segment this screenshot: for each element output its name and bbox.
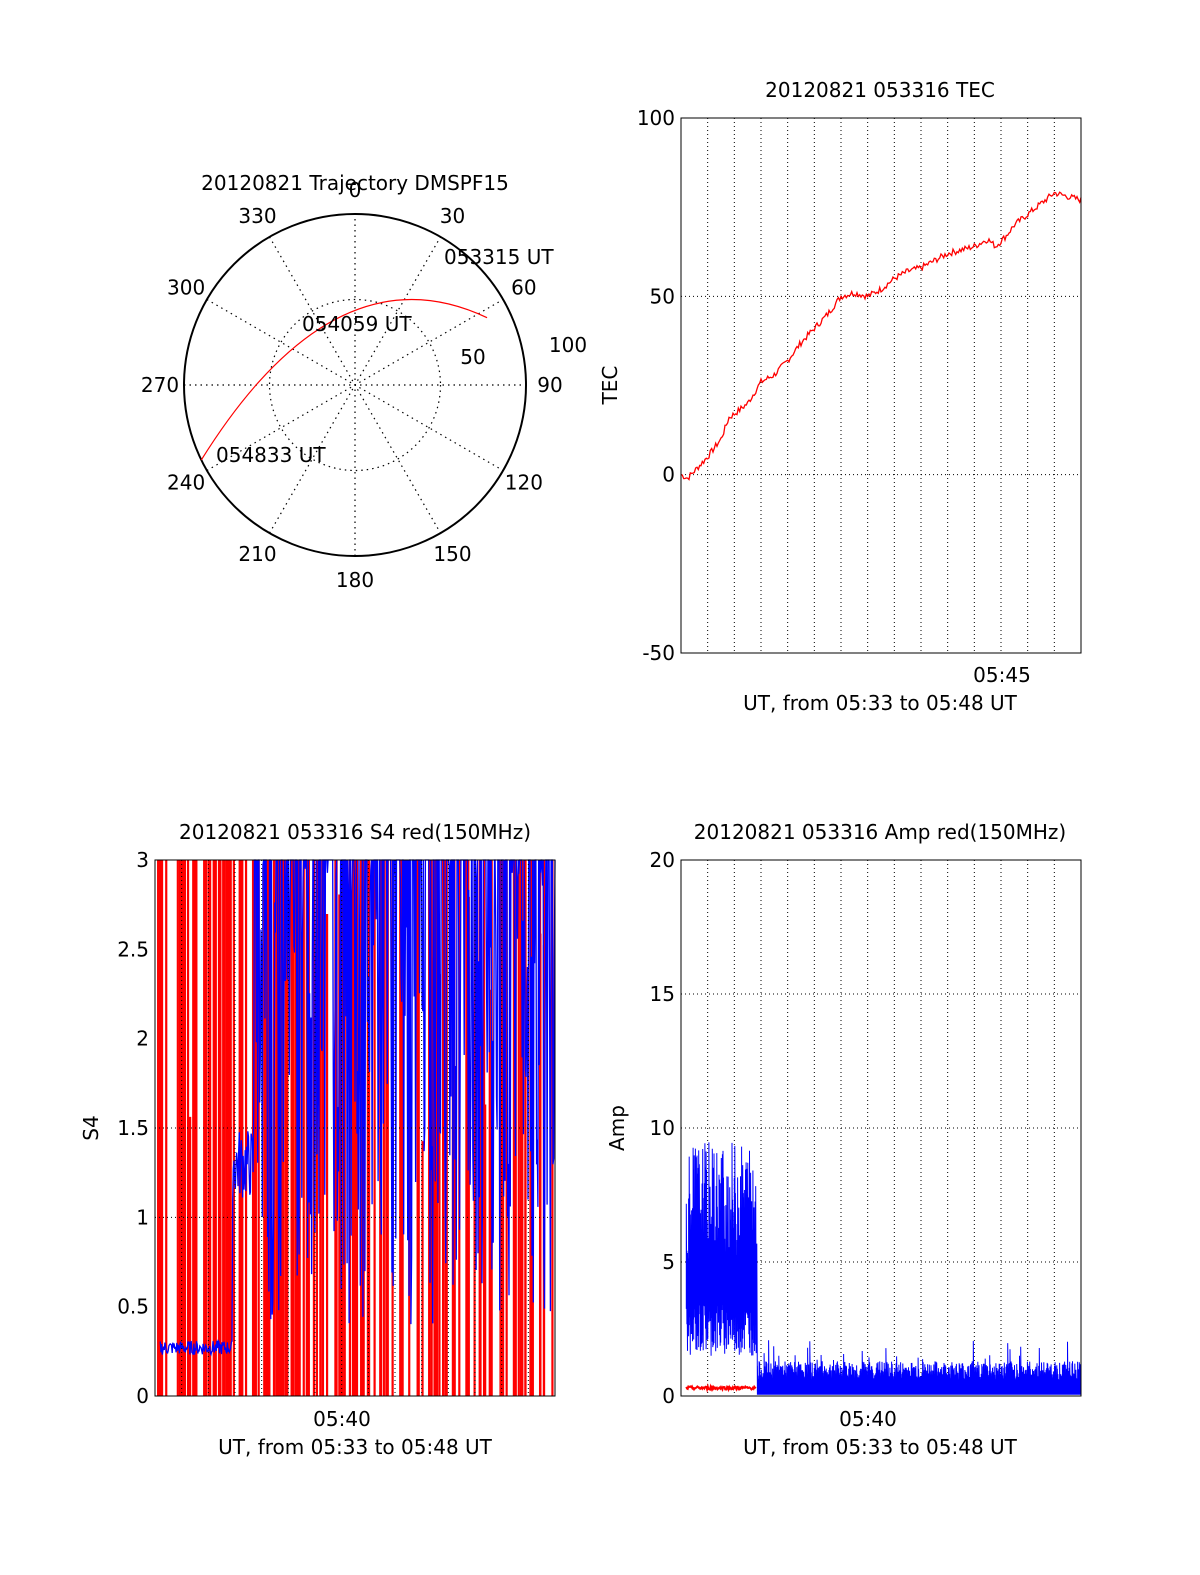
tec-y-axis-label: TEC xyxy=(598,366,622,406)
polar-azimuth-label: 90 xyxy=(537,373,562,397)
polar-azimuth-label: 120 xyxy=(505,471,543,495)
tec-x-tick-label: 05:45 xyxy=(973,663,1031,687)
tec-x-axis-label: UT, from 05:33 to 05:48 UT xyxy=(743,691,1018,715)
amp-title: 20120821 053316 Amp red(150MHz) xyxy=(694,820,1066,844)
polar-azimuth-label: 180 xyxy=(336,568,374,592)
polar-azimuth-label: 210 xyxy=(238,542,276,566)
polar-azimuth-label: 330 xyxy=(238,204,276,228)
y-tick-label: 15 xyxy=(650,982,675,1006)
s4-y-ticks: 3 2.5 2 1.5 1 0.5 0 xyxy=(117,848,149,1408)
polar-azimuth-label: 300 xyxy=(167,276,205,300)
polar-title: 20120821 Trajectory DMSPF15 xyxy=(201,171,509,195)
s4-grid xyxy=(155,860,555,1396)
amp-red-series xyxy=(685,1383,757,1394)
s4-title: 20120821 053316 S4 red(150MHz) xyxy=(179,820,531,844)
y-tick-label: 50 xyxy=(650,284,675,308)
tec-title: 20120821 053316 TEC xyxy=(765,78,995,102)
s4-y-axis-label: S4 xyxy=(79,1115,103,1140)
y-tick-label: 1 xyxy=(136,1205,149,1229)
y-tick-label: 2 xyxy=(136,1027,149,1051)
y-tick-label: 5 xyxy=(662,1250,675,1274)
polar-azimuth-label: 240 xyxy=(167,471,205,495)
y-tick-label: 0 xyxy=(662,463,675,487)
polar-azimuth-label: 150 xyxy=(433,542,471,566)
polar-grid xyxy=(183,213,527,557)
y-tick-label: 10 xyxy=(650,1116,675,1140)
polar-azimuth-label: 0 xyxy=(349,178,362,202)
tec-grid xyxy=(681,118,1081,653)
polar-spoke xyxy=(268,236,442,534)
s4-x-axis-label: UT, from 05:33 to 05:48 UT xyxy=(218,1435,493,1459)
amp-x-tick-label: 05:40 xyxy=(839,1407,897,1431)
y-tick-label: 100 xyxy=(637,106,675,130)
s4-blue-series xyxy=(159,859,556,1357)
tec-series-line xyxy=(680,191,1082,481)
y-tick-label: 1.5 xyxy=(117,1116,149,1140)
polar-inner-circle xyxy=(268,298,442,472)
y-tick-label: 2.5 xyxy=(117,937,149,961)
y-tick-label: 0 xyxy=(136,1384,149,1408)
polar-azimuth-label: 30 xyxy=(440,204,465,228)
polar-radial-label-100: 100 xyxy=(549,333,587,357)
y-tick-label: 0 xyxy=(662,1384,675,1408)
amp-blue-series xyxy=(685,1142,1082,1395)
polar-azimuth-labels: 0 30 60 90 120 150 180 210 240 270 300 330 xyxy=(141,178,563,592)
tec-axes-frame xyxy=(680,117,1082,654)
s4-axes-frame xyxy=(154,859,556,1397)
trajectory-line xyxy=(200,298,488,461)
amp-grid xyxy=(681,860,1081,1396)
amp-y-ticks: 20 15 10 5 0 xyxy=(650,848,675,1408)
polar-radial-label-50: 50 xyxy=(460,345,485,369)
polar-chart: 20120821 Trajectory DMSPF15 0 30 60 90 120 15… xyxy=(141,171,587,592)
amp-y-axis-label: Amp xyxy=(605,1105,629,1151)
trajectory-label-start: 053315 UT xyxy=(444,245,554,269)
amp-chart: 20120821 053316 Amp red(150MHz) 20 15 10 5 0… xyxy=(605,820,1082,1459)
trajectory-label-mid: 054059 UT xyxy=(302,312,412,336)
y-tick-label: 0.5 xyxy=(117,1295,149,1319)
amp-axes-frame xyxy=(680,859,1082,1397)
y-tick-label: 20 xyxy=(650,848,675,872)
s4-chart: 20120821 053316 S4 red(150MHz) 3 2.5 2 1.5 1… xyxy=(79,820,556,1459)
tec-chart: 20120821 053316 TEC 100 50 0 -50 05:45 UT, … xyxy=(598,78,1082,715)
polar-azimuth-label: 60 xyxy=(511,276,536,300)
trajectory-label-end: 054833 UT xyxy=(216,443,326,467)
tec-y-ticks: 100 50 0 -50 xyxy=(637,106,675,665)
polar-azimuth-label: 270 xyxy=(141,373,179,397)
y-tick-label: 3 xyxy=(136,848,149,872)
s4-x-tick-label: 05:40 xyxy=(313,1407,371,1431)
y-tick-label: -50 xyxy=(642,641,675,665)
amp-series xyxy=(685,1142,1082,1395)
amp-x-axis-label: UT, from 05:33 to 05:48 UT xyxy=(743,1435,1018,1459)
